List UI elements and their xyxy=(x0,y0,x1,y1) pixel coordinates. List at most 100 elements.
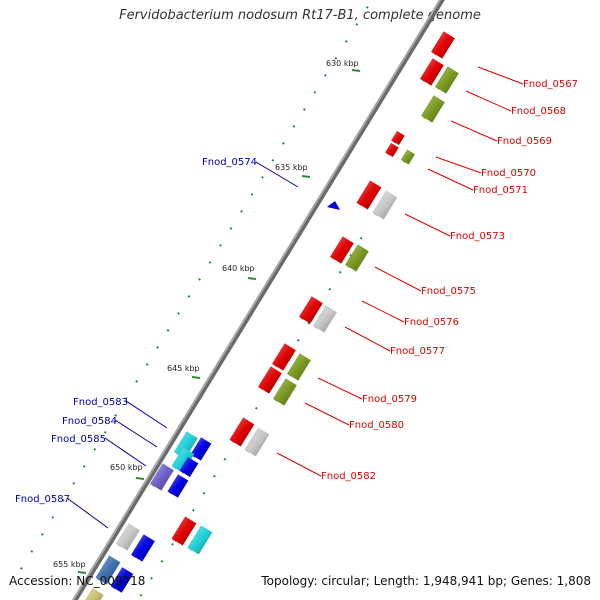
kbp-tick-label: 630 kbp xyxy=(326,59,359,68)
gene-block xyxy=(95,555,121,585)
gene-block xyxy=(401,149,415,165)
tick-dot xyxy=(103,431,107,434)
tick-dot xyxy=(171,542,174,546)
gene-block xyxy=(171,516,197,546)
gene-label-forward: Fnod_0570 xyxy=(481,168,536,179)
kbp-tick-label: 655 kbp xyxy=(53,560,86,569)
gene-label-forward: Fnod_0576 xyxy=(404,317,459,328)
gene-block xyxy=(110,567,134,593)
gene-block xyxy=(421,95,445,123)
tick-dot xyxy=(145,363,149,366)
gene-face xyxy=(287,353,311,381)
tick-dot xyxy=(328,287,332,291)
gene-label-reverse: Fnod_0574 xyxy=(202,157,257,168)
gene-face xyxy=(244,427,270,457)
tick-dot xyxy=(72,482,76,485)
tick-dot xyxy=(139,593,143,597)
tick-dot xyxy=(296,338,300,342)
gene-face xyxy=(171,516,197,546)
gene-face xyxy=(272,343,296,371)
leader-line xyxy=(404,213,451,237)
leader-line xyxy=(104,437,147,467)
leader-line xyxy=(450,120,498,142)
kbp-major-tick xyxy=(301,175,311,178)
kbp-tick-label: 645 kbp xyxy=(167,364,200,373)
kbp-major-tick xyxy=(191,376,201,379)
gene-label-forward: Fnod_0571 xyxy=(473,185,528,196)
gene-label-forward: Fnod_0575 xyxy=(421,286,476,297)
gene-block xyxy=(420,58,444,86)
gene-face xyxy=(110,567,134,593)
gene-block xyxy=(435,66,459,94)
gene-block xyxy=(190,437,212,461)
gene-face xyxy=(187,525,213,555)
gene-block xyxy=(431,31,455,59)
gene-face xyxy=(171,447,195,473)
leader-line xyxy=(465,90,512,112)
tick-dot xyxy=(349,253,353,257)
gene-label-forward: Fnod_0579 xyxy=(362,394,417,405)
genome-backbone xyxy=(72,0,445,600)
gene-block xyxy=(287,353,311,381)
leader-line xyxy=(435,156,482,174)
gene-block xyxy=(187,525,213,555)
leader-line xyxy=(114,419,158,448)
gene-label-reverse: Fnod_0583 xyxy=(73,397,128,408)
tick-dot xyxy=(303,108,306,111)
gene-face xyxy=(190,437,212,461)
gene-face xyxy=(401,149,415,165)
gene-block xyxy=(244,427,270,457)
tick-dot xyxy=(229,227,233,230)
kbp-major-tick xyxy=(77,571,87,574)
gene-block xyxy=(372,190,398,220)
gene-label-forward: Fnod_0568 xyxy=(511,106,566,117)
leader-line xyxy=(276,452,322,477)
leader-line xyxy=(255,161,299,188)
tick-dot xyxy=(198,278,201,281)
genome-title: Fervidobacterium nodosum Rt17-B1, comple… xyxy=(119,8,481,23)
tick-dot xyxy=(208,261,212,264)
gene-label-reverse: Fnod_0587 xyxy=(15,494,70,505)
gene-face xyxy=(116,523,140,551)
tick-dot xyxy=(166,329,170,332)
tick-dot xyxy=(359,236,363,240)
gene-label-forward: Fnod_0567 xyxy=(523,79,578,90)
tick-dot xyxy=(344,40,348,43)
tick-dot xyxy=(187,295,191,298)
gene-block xyxy=(356,180,382,210)
gene-face xyxy=(150,463,174,491)
tick-dot xyxy=(177,312,180,315)
gene-block xyxy=(313,305,337,333)
gene-face xyxy=(85,588,104,600)
gene-block xyxy=(167,474,189,498)
gene-label-forward: Fnod_0569 xyxy=(497,136,552,147)
gene-block xyxy=(229,417,255,447)
tick-dot xyxy=(114,414,118,417)
kbp-major-tick xyxy=(135,477,145,480)
gene-block xyxy=(179,457,199,477)
gene-block xyxy=(273,378,297,406)
gene-face xyxy=(330,236,354,264)
leader-line xyxy=(344,326,391,352)
kbp-tick-label: 640 kbp xyxy=(222,264,255,273)
gene-face xyxy=(372,190,398,220)
tick-dot xyxy=(323,74,327,77)
tick-marks xyxy=(19,6,369,597)
tick-dot xyxy=(313,91,317,94)
tick-dot xyxy=(51,516,55,519)
gene-block xyxy=(131,534,155,562)
gene-face xyxy=(229,417,255,447)
tick-dot xyxy=(240,210,243,213)
leader-line xyxy=(304,402,350,426)
gene-label-forward: Fnod_0577 xyxy=(390,346,445,357)
tick-dot xyxy=(135,380,139,383)
gene-block xyxy=(174,431,198,459)
gene-block xyxy=(299,296,323,324)
leader-line xyxy=(477,66,524,85)
tick-dot xyxy=(271,159,275,162)
tick-dot xyxy=(30,550,34,553)
tick-dot xyxy=(192,508,195,512)
tick-dot xyxy=(365,6,369,9)
